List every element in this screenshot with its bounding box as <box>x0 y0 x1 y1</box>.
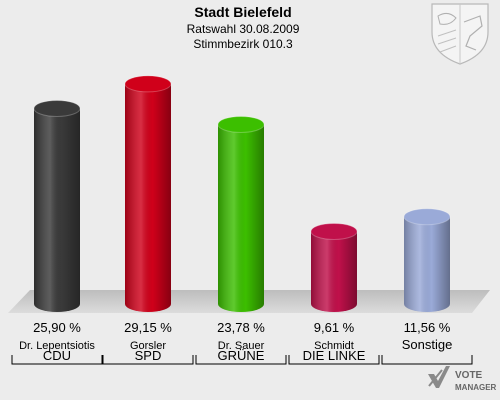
label-bracket-spd <box>102 355 194 365</box>
chart-subtitle-date: Ratswahl 30.08.2009 <box>187 22 300 36</box>
chart-subtitle-district: Stimmbezirk 010.3 <box>193 37 293 51</box>
candidate-label-gr-ne: Dr. Sauer <box>218 340 265 352</box>
label-bracket-sonstige <box>381 355 473 365</box>
value-label-spd: 29,15 % <box>124 320 172 335</box>
ballot-check-icon <box>428 366 450 388</box>
candidate-label-die-linke: Schmidt <box>314 340 354 352</box>
value-label-gr-ne: 23,78 % <box>217 320 265 335</box>
bar-top-die-linke <box>310 222 358 240</box>
bar-shade-die-linke <box>311 231 357 312</box>
bar-top-gr-ne <box>217 115 265 133</box>
bar-shade-cdu <box>34 108 80 312</box>
coat-of-arms-icon <box>431 3 489 65</box>
bar-top-sonstige <box>403 208 451 226</box>
candidate-label-spd: Gorsler <box>130 340 166 352</box>
label-bracket-cdu <box>11 355 103 365</box>
value-label-cdu: 25,90 % <box>33 320 81 335</box>
bar-top-cdu <box>33 99 81 117</box>
brand-manager: MANAGER <box>455 383 497 392</box>
bar-die-linke <box>310 222 358 312</box>
chart-title: Stadt Bielefeld <box>194 4 291 20</box>
candidate-label-cdu: Dr. Lepentsiotis <box>19 340 95 352</box>
value-label-die-linke: 9,61 % <box>314 320 355 335</box>
label-bracket-gr-ne <box>195 355 287 365</box>
bar-top-spd <box>124 75 172 93</box>
label-bracket-die-linke <box>288 355 380 365</box>
vote-manager-logo: VOTE MANAGER <box>428 366 497 392</box>
brand-vote: VOTE <box>455 370 483 381</box>
category-label-sonstige: Sonstige <box>402 337 453 352</box>
bar-gr-ne <box>217 115 265 312</box>
category-label-spd: SPD <box>135 348 162 363</box>
bar-shade-gr-ne <box>218 124 264 312</box>
bars-group <box>33 75 451 312</box>
category-label-gr-ne: GRÜNE <box>218 348 265 363</box>
value-label-sonstige: 11,56 % <box>404 320 451 335</box>
bar-cdu <box>33 99 81 312</box>
category-label-die-linke: DIE LINKE <box>303 348 366 363</box>
category-label-cdu: CDU <box>43 348 71 363</box>
bar-shade-sonstige <box>404 216 450 312</box>
bar-spd <box>124 75 172 312</box>
bar-shade-spd <box>125 83 171 312</box>
bar-sonstige <box>403 208 451 312</box>
